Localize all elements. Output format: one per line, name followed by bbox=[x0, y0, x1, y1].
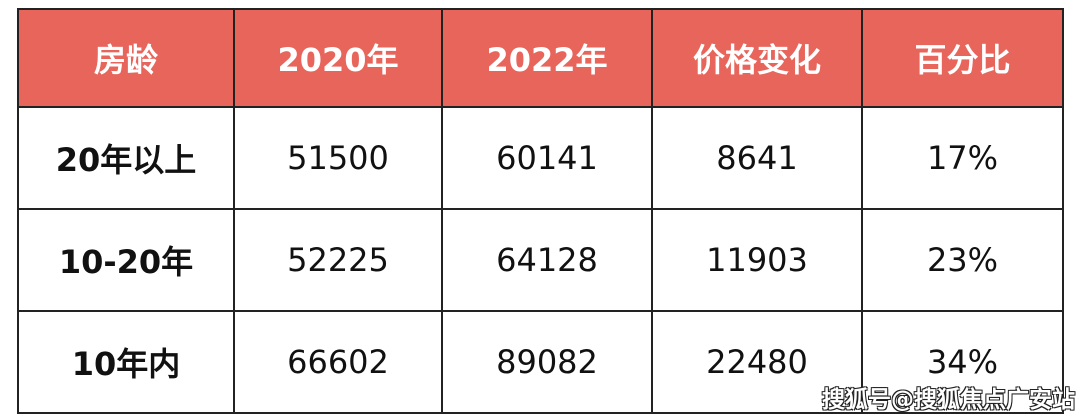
table-cell: 17% bbox=[861, 106, 1064, 210]
header-row: 房龄 2020年 2022年 价格变化 百分比 bbox=[17, 8, 1064, 108]
table-cell: 89082 bbox=[441, 310, 653, 414]
table-cell: 64128 bbox=[441, 208, 653, 312]
table-row: 20年以上 51500 60141 8641 17% bbox=[17, 106, 1064, 210]
table-row: 10年内 66602 89082 22480 34% bbox=[17, 310, 1064, 414]
table-cell: 22480 bbox=[651, 310, 863, 414]
table-cell: 66602 bbox=[233, 310, 443, 414]
column-header: 2020年 bbox=[233, 8, 443, 108]
table-cell: 8641 bbox=[651, 106, 863, 210]
column-header: 2022年 bbox=[441, 8, 653, 108]
table-cell: 60141 bbox=[441, 106, 653, 210]
price-table: 房龄 2020年 2022年 价格变化 百分比 20年以上 51500 60141 8641 1… bbox=[17, 8, 1064, 414]
table-cell: 34% bbox=[861, 310, 1064, 414]
watermark: 搜狐号@搜狐焦点广安站 bbox=[822, 387, 1075, 413]
row-label: 20年以上 bbox=[17, 106, 235, 210]
table-cell: 52225 bbox=[233, 208, 443, 312]
row-label: 10年内 bbox=[17, 310, 235, 414]
column-header: 房龄 bbox=[17, 8, 235, 108]
table-row: 10-20年 52225 64128 11903 23% bbox=[17, 208, 1064, 312]
table-cell: 23% bbox=[861, 208, 1064, 312]
table-cell: 11903 bbox=[651, 208, 863, 312]
row-label: 10-20年 bbox=[17, 208, 235, 312]
column-header: 百分比 bbox=[861, 8, 1064, 108]
table-cell: 51500 bbox=[233, 106, 443, 210]
column-header: 价格变化 bbox=[651, 8, 863, 108]
